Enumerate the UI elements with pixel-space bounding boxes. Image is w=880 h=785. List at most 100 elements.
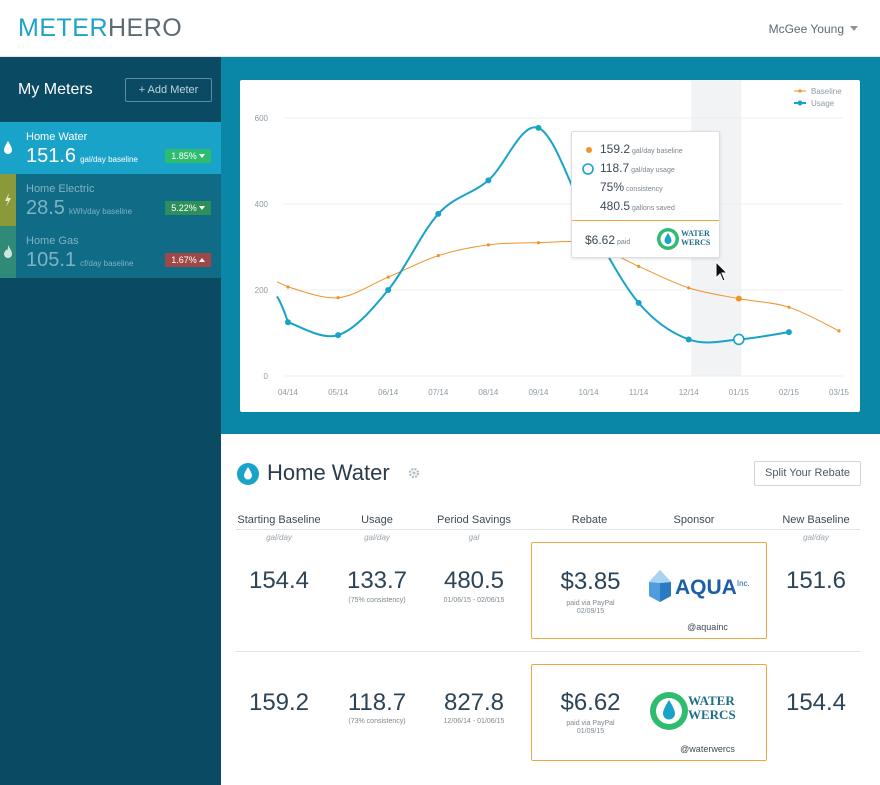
meterhero-logo[interactable]: METERHERO xyxy=(18,14,182,42)
data-point-usage xyxy=(785,329,792,336)
meter-item-home-water[interactable]: Home Water 151.6 gal/day baseline 1.85% xyxy=(0,122,221,174)
logo-text-meter: METER xyxy=(18,14,108,42)
data-point-baseline xyxy=(837,329,841,333)
rebate-card[interactable]: $3.85 paid via PayPal 02/09/15 AQUAInc. … xyxy=(531,542,767,639)
waterwercs-logo-icon xyxy=(657,228,679,250)
data-point-baseline xyxy=(637,264,641,268)
x-tick-label: 08/14 xyxy=(478,388,499,397)
sponsor-name-line1: WATER xyxy=(688,693,735,708)
arrow-down-icon xyxy=(198,206,205,210)
data-point-usage xyxy=(635,299,642,306)
meter-color-strip xyxy=(0,122,16,174)
meter-value-row: 105.1 cf/day baseline xyxy=(26,249,133,272)
column-header-rebate: Rebate xyxy=(571,514,608,526)
flame-icon xyxy=(4,245,12,258)
column-header-starting-baseline: Starting Baseline xyxy=(237,514,321,526)
meter-name: Home Electric xyxy=(26,183,95,195)
row-usage-consistency: (75% consistency) xyxy=(348,597,406,604)
tooltip-usage-unit: gal/day usage xyxy=(631,167,675,174)
meter-unit: gal/day baseline xyxy=(80,155,138,164)
column-unit: gal/day xyxy=(803,533,829,542)
data-point-baseline xyxy=(787,305,791,309)
tooltip-baseline-unit: gal/day baseline xyxy=(632,148,683,155)
meter-item-home-electric[interactable]: Home Electric 28.5 kWh/day baseline 5.22% xyxy=(0,174,221,226)
legend-label: Usage xyxy=(811,99,835,108)
data-point-baseline xyxy=(286,285,290,289)
y-tick-label: 200 xyxy=(255,286,269,295)
rebate-card[interactable]: $6.62 paid via PayPal 01/09/15 WATER WER… xyxy=(531,664,767,761)
arrow-down-icon xyxy=(198,154,205,158)
series-line-usage-lead xyxy=(276,295,289,323)
meter-color-strip xyxy=(0,174,16,226)
data-point-usage xyxy=(733,333,745,346)
meter-unit: kWh/day baseline xyxy=(68,207,133,216)
baseline-dot-icon xyxy=(586,147,592,153)
app-header: METERHERO McGee Young xyxy=(0,0,880,57)
data-point-usage xyxy=(485,177,492,184)
rebate-amount: $6.62 xyxy=(560,689,621,716)
row-new-baseline: 154.4 xyxy=(785,689,847,716)
aqua-cube-logo-icon xyxy=(649,570,671,602)
rebate-paid-via: paid via PayPal xyxy=(566,600,615,607)
data-point-baseline xyxy=(486,243,490,247)
x-tick-label: 09/14 xyxy=(528,388,549,397)
meter-value-row: 28.5 kWh/day baseline xyxy=(26,197,132,220)
x-tick-label: 01/15 xyxy=(729,388,750,397)
badge-value: 5.22% xyxy=(171,203,197,213)
row-period-savings: 827.8 xyxy=(443,689,505,716)
tooltip-consistency-value: 75% xyxy=(600,180,625,194)
tooltip-paid: $6.62 paid xyxy=(585,233,630,247)
meter-color-strip xyxy=(0,226,16,278)
water-drop-icon xyxy=(4,141,12,154)
legend-marker xyxy=(797,100,803,106)
add-meter-button[interactable]: + Add Meter xyxy=(125,78,212,102)
badge-value: 1.67% xyxy=(171,255,197,265)
row-divider xyxy=(236,651,860,652)
usage-chart-card: 0 200 400 600 04/14 05/14 06/14 07/14 08/14 09/14… xyxy=(240,80,860,412)
legend-label: Baseline xyxy=(811,87,842,96)
sponsor-handle[interactable]: @waterwercs xyxy=(680,744,735,754)
meter-item-home-gas[interactable]: Home Gas 105.1 cf/day baseline 1.67% xyxy=(0,226,221,278)
data-point-baseline xyxy=(386,275,390,279)
meter-value-row: 151.6 gal/day baseline xyxy=(26,145,138,168)
column-header-sponsor: Sponsor xyxy=(673,514,715,526)
meter-name: Home Water xyxy=(26,131,88,143)
row-starting-baseline: 154.4 xyxy=(248,567,310,594)
gear-icon[interactable] xyxy=(408,467,420,479)
meter-name: Home Gas xyxy=(26,235,79,247)
sponsor-handle[interactable]: @aquainc xyxy=(687,622,728,632)
sidebar-title: My Meters xyxy=(18,81,93,98)
data-point-baseline xyxy=(735,295,742,302)
rebate-paid-date: 02/09/15 xyxy=(576,608,605,615)
x-tick-label: 07/14 xyxy=(428,388,449,397)
column-header-new-baseline: New Baseline xyxy=(782,514,850,526)
logo-text-hero: HERO xyxy=(108,14,183,42)
y-tick-label: 400 xyxy=(255,200,269,209)
data-point-baseline xyxy=(687,286,691,290)
waterwercs-logo-icon xyxy=(650,692,688,730)
data-point-usage xyxy=(435,210,442,217)
rebate-amount: $3.85 xyxy=(560,568,621,595)
row-usage: 133.7 xyxy=(346,567,408,594)
split-rebate-button[interactable]: Split Your Rebate xyxy=(754,461,861,486)
tooltip-usage-value: 118.7 xyxy=(600,161,630,175)
user-menu[interactable]: McGee Young xyxy=(769,22,858,36)
tooltip-saved-unit: gallons saved xyxy=(632,205,675,212)
tooltip-consistency-unit: consistency xyxy=(626,186,663,193)
column-unit: gal/day xyxy=(364,533,390,542)
meter-change-badge: 1.85% xyxy=(165,149,211,163)
legend-marker xyxy=(798,89,802,93)
column-unit: gal/day xyxy=(266,533,292,542)
x-tick-label: 10/14 xyxy=(579,388,600,397)
y-tick-label: 600 xyxy=(255,114,269,123)
chevron-down-icon xyxy=(850,26,858,31)
tooltip-sponsor-name: WATER WERCS xyxy=(681,229,710,247)
rebate-paid-via: paid via PayPal xyxy=(566,720,615,727)
tooltip-baseline-value: 159.2 xyxy=(600,142,631,156)
sponsor-suffix: Inc. xyxy=(736,579,750,588)
tooltip-paid-value: $6.62 xyxy=(585,233,616,247)
mouse-cursor-icon xyxy=(715,261,729,282)
data-point-usage xyxy=(535,124,542,131)
x-tick-label: 12/14 xyxy=(679,388,700,397)
badge-value: 1.85% xyxy=(171,151,197,161)
